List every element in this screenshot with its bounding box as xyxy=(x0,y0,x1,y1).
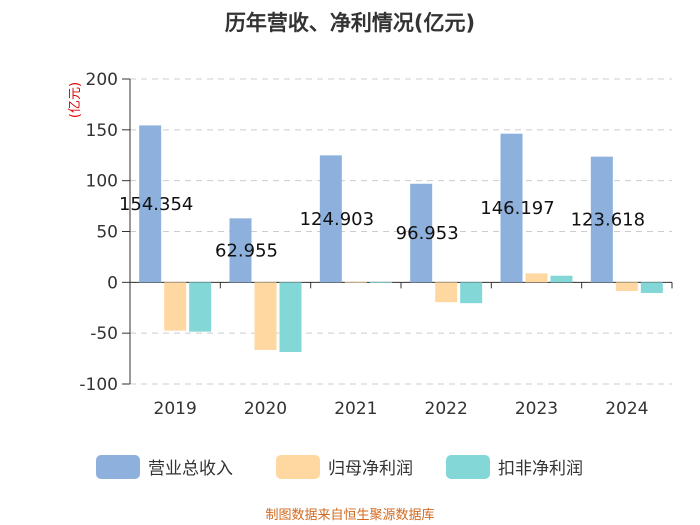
y-tick-label: 0 xyxy=(107,273,118,293)
legend-label: 扣非净利润 xyxy=(498,459,583,479)
data-label: 124.903 xyxy=(300,209,374,230)
legend-item-0[interactable]: 营业总收入 xyxy=(96,455,233,479)
x-tick-label: 2022 xyxy=(425,399,468,419)
chart-title: 历年营收、净利情况(亿元) xyxy=(225,11,475,35)
bar-series-1-2024 xyxy=(615,282,638,291)
legend-label: 营业总收入 xyxy=(148,459,233,479)
legend[interactable]: 营业总收入 归母净利润 扣非净利润 xyxy=(96,455,583,479)
data-labels: 154.354 62.955 124.903 96.953 146.197 123.618 xyxy=(119,194,645,261)
data-label: 96.953 xyxy=(396,223,459,244)
bar-series-2-2019 xyxy=(189,282,212,332)
bar-series-1-2020 xyxy=(254,282,277,350)
bar-series-0-2022 xyxy=(410,183,433,283)
bar-series-2-2022 xyxy=(460,282,483,304)
x-tick-label: 2021 xyxy=(334,399,377,419)
bar-series-1-2019 xyxy=(164,282,187,331)
legend-label: 归母净利润 xyxy=(328,459,413,479)
bar-series-2-2024 xyxy=(640,282,663,294)
y-tick-label: -50 xyxy=(90,324,118,344)
bar-series-1-2022 xyxy=(435,282,458,303)
bar-series-0-2021 xyxy=(319,155,342,283)
bar-series-2-2023 xyxy=(550,275,573,283)
axes: 200 150 100 50 0 -50 -100 2019 2020 2021 2022 2023 2… xyxy=(79,70,673,419)
y-axis-unit-label: (亿元) xyxy=(68,82,83,118)
data-label: 123.618 xyxy=(571,209,645,230)
bar-series-0-2019 xyxy=(139,125,162,283)
bar-series-0-2024 xyxy=(590,156,613,283)
data-label: 154.354 xyxy=(119,194,193,215)
x-tick-label: 2020 xyxy=(244,399,287,419)
legend-swatch xyxy=(96,455,140,479)
bar-series-2-2021 xyxy=(369,282,392,283)
y-tick-label: -100 xyxy=(79,375,118,395)
data-label: 146.197 xyxy=(480,198,554,219)
y-tick-label: 100 xyxy=(86,172,118,192)
bar-series-1-2023 xyxy=(525,273,548,283)
y-tick-label: 150 xyxy=(86,121,118,141)
legend-item-2[interactable]: 扣非净利润 xyxy=(446,455,583,479)
y-tick-label: 200 xyxy=(86,70,118,90)
source-note: 制图数据来自恒生聚源数据库 xyxy=(265,507,434,523)
bar-series-1-2021 xyxy=(344,281,367,283)
bar-series-0-2023 xyxy=(500,133,523,283)
legend-swatch xyxy=(446,455,490,479)
data-label: 62.955 xyxy=(215,240,278,261)
bars xyxy=(139,125,663,352)
legend-item-1[interactable]: 归母净利润 xyxy=(276,455,413,479)
x-tick-label: 2023 xyxy=(515,399,558,419)
bar-series-2-2020 xyxy=(279,282,302,352)
bar-series-0-2020 xyxy=(229,218,252,283)
y-tick-label: 50 xyxy=(96,223,118,243)
x-tick-label: 2024 xyxy=(605,399,648,419)
legend-swatch xyxy=(276,455,320,479)
x-tick-label: 2019 xyxy=(154,399,197,419)
